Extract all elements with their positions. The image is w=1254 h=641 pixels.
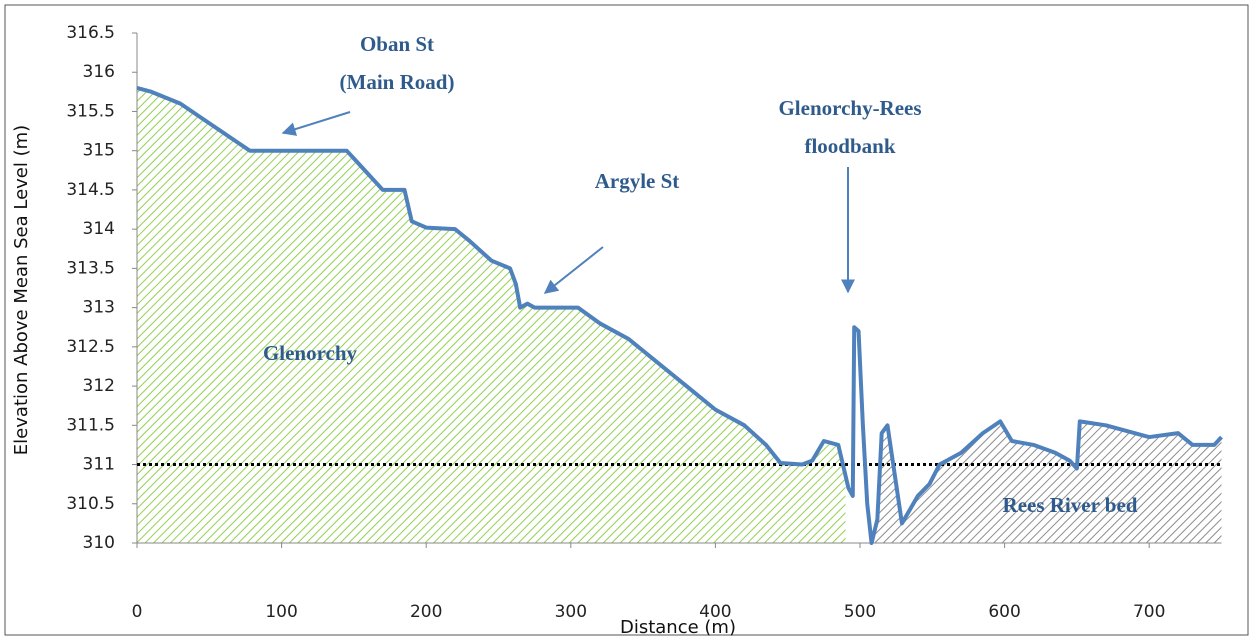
region-area	[871, 421, 1222, 543]
annotation-arrow	[543, 246, 604, 294]
region-area	[137, 87, 846, 543]
annotation-arrow	[281, 111, 351, 136]
region-label: Rees River bed	[1003, 493, 1138, 517]
annotation: (Main Road)	[340, 70, 455, 94]
region-label: Glenorchy	[263, 341, 358, 365]
x-tick-label: 400	[699, 602, 731, 622]
x-tick-label: 700	[1133, 602, 1165, 622]
frame	[4, 4, 1249, 636]
y-tick-label: 311	[83, 455, 115, 475]
profile-line	[136, 85, 1223, 545]
y-tick-label: 315	[83, 141, 115, 161]
y-tick-label: 311.5	[66, 415, 115, 435]
annotation: Oban St	[360, 32, 434, 56]
y-tick-label: 316.5	[66, 23, 115, 43]
annotation: Glenorchy-Rees	[778, 96, 921, 120]
y-tick-label: 314	[83, 219, 115, 239]
x-tick-label: 0	[132, 602, 143, 622]
y-tick-label: 314.5	[66, 180, 115, 200]
x-tick-label: 300	[555, 602, 587, 622]
y-tick-label: 312	[83, 376, 115, 396]
y-tick-label: 312.5	[66, 337, 115, 357]
y-tick-label: 313.5	[66, 258, 115, 278]
y-tick-label: 310.5	[66, 494, 115, 514]
annotation: floodbank	[804, 134, 895, 158]
x-tick-label: 500	[844, 602, 876, 622]
x-tick-label: 200	[410, 602, 442, 622]
x-tick-label: 600	[988, 602, 1020, 622]
y-tick-label: 313	[83, 298, 115, 318]
x-axis-title: Distance (m)	[620, 617, 736, 638]
annotation: Argyle St	[595, 169, 680, 193]
y-tick-label: 310	[83, 533, 115, 553]
y-axis-title: Elevation Above Mean Sea Level (m)	[11, 125, 32, 455]
y-tick-label: 316	[83, 62, 115, 82]
y-tick-label: 315.5	[66, 101, 115, 121]
x-tick-label: 100	[265, 602, 297, 622]
